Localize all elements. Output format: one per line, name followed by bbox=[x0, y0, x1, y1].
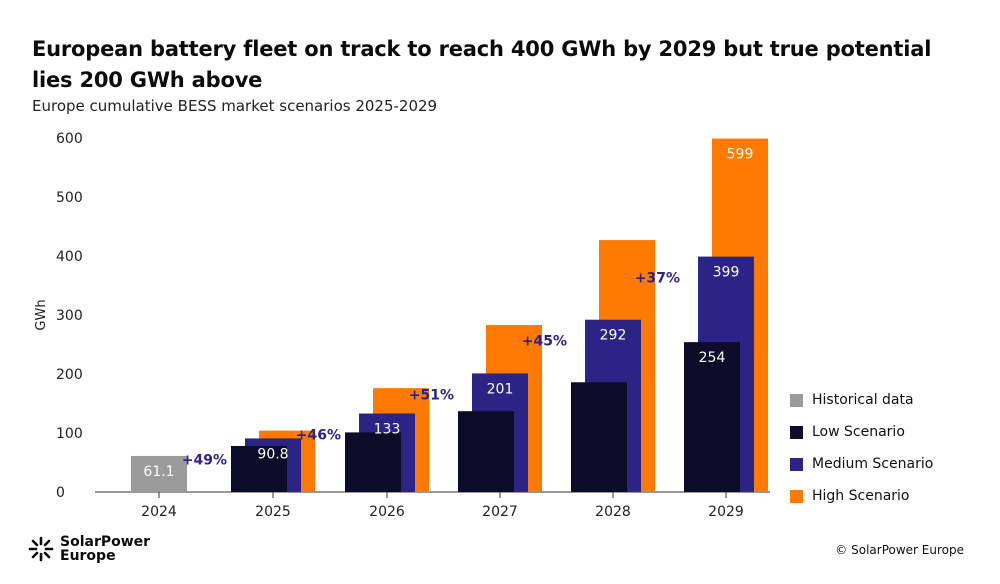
logo-text-line1: SolarPower bbox=[60, 534, 151, 550]
y-tick-label: 400 bbox=[56, 249, 83, 265]
legend-item-low-scenario: Low Scenario bbox=[790, 416, 933, 448]
growth-annotation: +51% bbox=[409, 387, 454, 403]
legend-item-high-scenario: High Scenario bbox=[790, 480, 933, 512]
data-label: 90.8 bbox=[257, 446, 288, 462]
data-label: 254 bbox=[699, 350, 726, 366]
data-label: 133 bbox=[374, 422, 401, 438]
x-tick-label-2024: 2024 bbox=[141, 504, 177, 520]
y-tick-label: 600 bbox=[56, 131, 83, 147]
bar-historical-data-2024 bbox=[131, 455, 187, 492]
x-tick-label-2026: 2026 bbox=[369, 504, 405, 520]
y-tick-label: 100 bbox=[56, 426, 83, 442]
x-tick-label-2029: 2029 bbox=[708, 504, 744, 520]
chart-title: European battery fleet on track to reach… bbox=[32, 37, 932, 92]
growth-annotation: +46% bbox=[296, 428, 341, 444]
bar-low-scenario-2026 bbox=[345, 432, 401, 492]
bar-low-scenario-2027 bbox=[458, 411, 514, 492]
copyright-note: © SolarPower Europe bbox=[835, 543, 964, 557]
legend-item-medium-scenario: Medium Scenario bbox=[790, 448, 933, 480]
data-label: 201 bbox=[487, 381, 514, 397]
sun-logo-icon bbox=[28, 536, 54, 562]
y-tick-label: 500 bbox=[56, 190, 83, 206]
y-tick-label: 200 bbox=[56, 367, 83, 383]
bar-low-scenario-2025 bbox=[231, 445, 287, 492]
legend-swatch bbox=[790, 457, 803, 471]
data-label: 599 bbox=[727, 147, 754, 163]
legend-item-historical-data: Historical data bbox=[790, 384, 933, 416]
solarpower-logo: SolarPower Europe bbox=[28, 535, 150, 563]
y-axis-label: GWh bbox=[34, 299, 49, 330]
legend-label: High Scenario bbox=[812, 488, 910, 504]
bar-low-scenario-2028 bbox=[571, 382, 627, 492]
growth-annotation: +45% bbox=[522, 334, 567, 350]
data-label: 399 bbox=[713, 265, 740, 281]
legend-swatch bbox=[790, 425, 803, 439]
x-tick-label-2025: 2025 bbox=[255, 504, 291, 520]
x-tick-label-2028: 2028 bbox=[595, 504, 631, 520]
logo-text-line2: Europe bbox=[60, 548, 116, 564]
bar-low-scenario-2029 bbox=[684, 342, 740, 492]
legend-swatch bbox=[790, 393, 803, 407]
data-label: 61.1 bbox=[143, 464, 174, 480]
legend-label: Low Scenario bbox=[812, 424, 905, 440]
growth-annotation: +37% bbox=[635, 271, 680, 287]
legend-label: Medium Scenario bbox=[812, 456, 934, 472]
chart-subtitle: Europe cumulative BESS market scenarios … bbox=[32, 97, 438, 115]
data-label: 292 bbox=[600, 328, 627, 344]
legend-swatch bbox=[790, 489, 803, 503]
legend-label: Historical data bbox=[812, 392, 914, 408]
legend: Historical data Low Scenario Medium Scenar… bbox=[790, 384, 933, 512]
growth-annotation: +49% bbox=[182, 452, 227, 468]
y-tick-label: 0 bbox=[56, 485, 65, 501]
y-tick-label: 300 bbox=[56, 308, 83, 324]
x-tick-label-2027: 2027 bbox=[482, 504, 518, 520]
